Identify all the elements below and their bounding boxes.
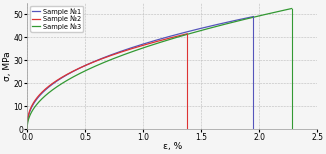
Line: Sample №3: Sample №3 bbox=[27, 8, 292, 129]
Sample №3 bbox=[25, 128, 29, 130]
Legend: Sample №1, Sample №2, Sample №3: Sample №1, Sample №2, Sample №3 bbox=[30, 6, 83, 32]
Sample №3 bbox=[290, 8, 294, 9]
Sample №2 bbox=[185, 33, 189, 35]
Y-axis label: σ, MPa: σ, MPa bbox=[3, 51, 12, 81]
Sample №1 bbox=[54, 81, 58, 83]
Sample №2 bbox=[25, 128, 29, 130]
Sample №3 bbox=[158, 42, 162, 43]
Sample №3 bbox=[120, 55, 124, 56]
Sample №3 bbox=[219, 24, 223, 26]
X-axis label: ε, %: ε, % bbox=[163, 142, 182, 151]
Sample №1 bbox=[25, 128, 29, 130]
Sample №3 bbox=[59, 83, 63, 85]
Sample №2 bbox=[151, 42, 155, 43]
Sample №1 bbox=[139, 44, 142, 46]
Line: Sample №2: Sample №2 bbox=[27, 34, 187, 129]
Line: Sample №1: Sample №1 bbox=[27, 16, 253, 129]
Sample №3 bbox=[194, 31, 198, 33]
Sample №1 bbox=[106, 55, 110, 57]
Sample №2 bbox=[134, 46, 138, 48]
Sample №1 bbox=[251, 16, 255, 17]
Sample №2 bbox=[95, 60, 99, 62]
Sample №1 bbox=[169, 35, 173, 37]
Sample №1 bbox=[149, 41, 153, 43]
Sample №2 bbox=[160, 39, 164, 41]
Sample №3 bbox=[170, 38, 174, 40]
Sample №1 bbox=[191, 29, 195, 31]
Sample №2 bbox=[173, 36, 177, 38]
Sample №2 bbox=[89, 62, 93, 64]
